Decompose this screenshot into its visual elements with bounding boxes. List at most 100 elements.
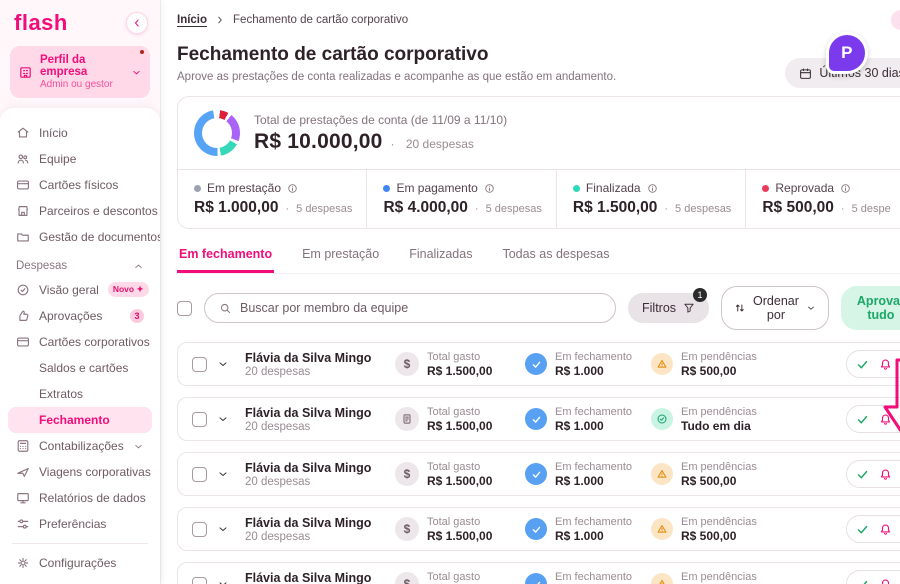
total-spent-cell: $ Total gasto R$ 1.500,00 — [395, 461, 525, 488]
sidebar-item-aprovacoes[interactable]: Aprovações 3 — [8, 303, 152, 329]
store-icon — [18, 206, 28, 216]
row-checkbox[interactable] — [192, 411, 207, 427]
closing-check-icon — [525, 518, 547, 540]
closing-cell: Em fechamento R$ 1.000 — [525, 461, 651, 488]
stat-value: R$ 1.500,00 — [572, 199, 658, 216]
dollar-icon: $ — [403, 467, 411, 481]
expand-row-button[interactable] — [217, 413, 229, 425]
expand-row-button[interactable] — [217, 523, 229, 535]
stat-count: 5 despesas — [296, 203, 353, 215]
sidebar-item-label: Cartões corporativos — [39, 335, 150, 349]
chevron-right-icon — [218, 16, 222, 24]
approve-icon[interactable] — [856, 413, 869, 426]
expense-row[interactable]: Flávia da Silva Mingo 20 despesas $ Tota… — [177, 562, 900, 584]
sidebar-item-inicio[interactable]: Início — [8, 120, 152, 146]
sidebar-item-relatorios[interactable]: Relatórios de dados — [8, 485, 152, 511]
notify-bell-icon[interactable] — [879, 578, 892, 584]
approve-all-button[interactable]: Aprovar tudo — [840, 286, 900, 330]
filters-button[interactable]: Filtros 1 — [628, 288, 710, 323]
sidebar-subitem-saldos[interactable]: Saldos e cartões — [39, 361, 129, 375]
tab-finalizadas[interactable]: Finalizadas — [409, 247, 473, 261]
stat-count: · — [474, 203, 479, 215]
sidebar-item-cartoes-corporativos[interactable]: Cartões corporativos — [8, 329, 152, 355]
member-name: Flávia da Silva Mingo — [245, 350, 372, 365]
sidebar-item-contabilizacoes[interactable]: Contabilizações — [8, 433, 152, 459]
sidebar-item-configuracoes[interactable]: Configurações — [8, 550, 152, 576]
expand-row-button[interactable] — [217, 358, 229, 370]
sidebar-item-gestao-documentos[interactable]: Gestão de documentos — [8, 224, 160, 250]
sidebar-subitem-extratos[interactable]: Extratos — [39, 387, 84, 401]
monitor-icon — [17, 493, 29, 504]
search-input[interactable] — [240, 301, 601, 315]
cell-value: R$ 1.500,00 — [427, 473, 493, 488]
total-spent-icon: $ — [395, 517, 419, 541]
approve-icon[interactable] — [856, 468, 869, 481]
row-checkbox[interactable] — [192, 356, 207, 372]
flash-logo: flash — [14, 10, 68, 35]
cell-value: R$ 1.000 — [555, 363, 604, 378]
sidebar-subitem-fechamento[interactable]: Fechamento — [8, 407, 152, 433]
breadcrumb-current: Fechamento de cartão corporativo — [233, 14, 409, 26]
expense-row[interactable]: Flávia da Silva Mingo 20 despesas $ Tota… — [177, 507, 900, 551]
expense-row[interactable]: Flávia da Silva Mingo 20 despesas $ Tota… — [177, 452, 900, 496]
sidebar-item-equipe[interactable]: Equipe — [8, 146, 152, 172]
calendar-icon — [800, 68, 812, 79]
sidebar-item-preferencias[interactable]: Preferências — [8, 511, 152, 537]
expand-row-button[interactable] — [217, 578, 229, 584]
total-spent-icon: $ — [395, 572, 419, 584]
notify-bell-icon[interactable] — [879, 468, 892, 481]
notify-bell-icon[interactable] — [879, 358, 892, 371]
tab-em-fechamento[interactable]: Em fechamento — [177, 243, 275, 273]
expand-row-button[interactable] — [217, 468, 229, 480]
member-name: Flávia da Silva Mingo — [245, 515, 372, 530]
summary-title: Total de prestações de conta (de 11/09 a… — [254, 112, 508, 127]
avatar[interactable]: P — [825, 32, 868, 74]
info-icon[interactable] — [840, 183, 851, 194]
select-all-checkbox[interactable] — [177, 300, 192, 316]
tab-em-prestacao[interactable]: Em prestação — [302, 247, 380, 261]
account-menu[interactable] — [890, 10, 900, 30]
sidebar-item-cartoes-fisicos[interactable]: Cartões físicos — [8, 172, 152, 198]
sidebar-item-parceiros[interactable]: Parceiros e descontos — [8, 198, 158, 224]
expense-list: Flávia da Silva Mingo 20 despesas $ Tota… — [177, 342, 900, 584]
sidebar-item-label: Aprovações — [39, 309, 103, 323]
company-profile-selector[interactable]: Perfil da empresa Admin ou gestor — [10, 46, 150, 98]
approve-icon[interactable] — [856, 358, 869, 371]
row-actions — [845, 405, 900, 433]
sidebar: flash Perfil da empresa Admin ou gestor … — [0, 0, 161, 584]
card-icon — [17, 180, 29, 190]
sidebar-item-label: Gestão de documentos — [39, 230, 160, 244]
sidebar-item-visao-geral[interactable]: Visão geral Novo ✦ — [8, 276, 152, 303]
page-header: Fechamento de cartão corporativo Aprove … — [177, 44, 900, 88]
info-icon[interactable] — [287, 183, 298, 194]
expense-row[interactable]: Flávia da Silva Mingo 20 despesas $ Tota… — [177, 342, 900, 386]
info-icon[interactable] — [484, 183, 495, 194]
search-box[interactable] — [204, 293, 616, 323]
row-actions — [845, 515, 900, 543]
row-checkbox[interactable] — [192, 521, 207, 537]
expense-count: 20 despesas — [245, 420, 311, 433]
cell-label: Total gasto — [427, 515, 481, 528]
users-icon — [17, 154, 29, 164]
pending-warning-icon — [651, 463, 673, 485]
total-spent-icon: $ — [395, 407, 419, 431]
approve-icon[interactable] — [856, 578, 869, 584]
row-checkbox[interactable] — [192, 576, 207, 584]
sidebar-item-viagens[interactable]: Viagens corporativas — [8, 459, 152, 485]
sidebar-section-despesas[interactable]: Despesas — [8, 250, 152, 276]
tab-todas-despesas[interactable]: Todas as despesas — [502, 247, 610, 261]
info-icon[interactable] — [647, 183, 658, 194]
notify-bell-icon[interactable] — [879, 523, 892, 536]
expense-row[interactable]: Flávia da Silva Mingo 20 despesas $ Tota… — [177, 397, 900, 441]
approve-icon[interactable] — [856, 523, 869, 536]
sort-button[interactable]: Ordenar por — [721, 286, 829, 330]
stat-finalizada: Finalizada R$ 1.500,00 · 5 despesas — [555, 170, 745, 228]
notify-bell-icon[interactable] — [879, 413, 892, 426]
member-name: Flávia da Silva Mingo — [245, 405, 372, 420]
stat-count: 5 despesas — [485, 203, 542, 215]
breadcrumb-home-link[interactable]: Início — [177, 14, 208, 26]
thumbs-up-icon — [19, 310, 29, 321]
calculator-icon — [17, 440, 29, 452]
row-checkbox[interactable] — [192, 466, 207, 482]
sidebar-collapse-button[interactable] — [126, 12, 148, 34]
